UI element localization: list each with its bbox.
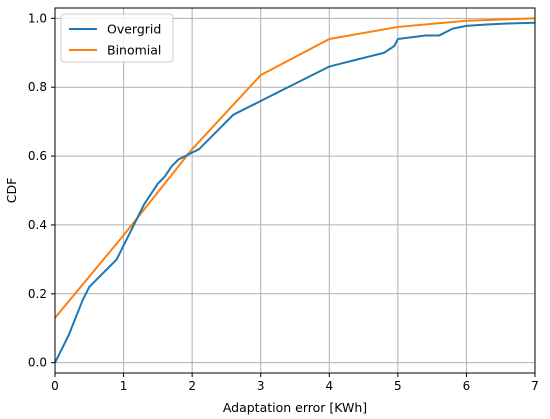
legend: Overgrid Binomial (60, 13, 174, 63)
x-tick-label: 2 (188, 379, 196, 393)
y-tick-label: 0.2 (28, 287, 47, 301)
legend-label-overgrid: Overgrid (107, 22, 161, 37)
grid-lines (54, 8, 536, 373)
y-tick-label: 0.0 (28, 356, 47, 370)
x-tick-label: 0 (51, 379, 59, 393)
axis-ticks: 0 1 2 3 4 5 6 7 0.0 0.2 0.4 0.6 0.8 1.0 (28, 11, 539, 393)
y-axis-label: CDF (4, 178, 19, 204)
x-tick-label: 5 (394, 379, 402, 393)
series-layer (54, 17, 536, 364)
x-axis-label: Adaptation error [KWh] (223, 400, 367, 415)
y-tick-label: 1.0 (28, 11, 47, 25)
x-tick-label: 6 (463, 379, 471, 393)
x-tick-label: 7 (531, 379, 539, 393)
x-tick-label: 4 (325, 379, 333, 393)
y-tick-label: 0.8 (28, 80, 47, 94)
x-tick-label: 3 (257, 379, 265, 393)
series-line-binomial (54, 17, 536, 319)
series-line-overgrid (54, 21, 536, 364)
plot-frame (54, 7, 536, 374)
y-tick-label: 0.6 (28, 149, 47, 163)
x-tick-label: 1 (120, 379, 128, 393)
legend-label-binomial: Binomial (107, 43, 161, 58)
y-tick-label: 0.4 (28, 218, 47, 232)
